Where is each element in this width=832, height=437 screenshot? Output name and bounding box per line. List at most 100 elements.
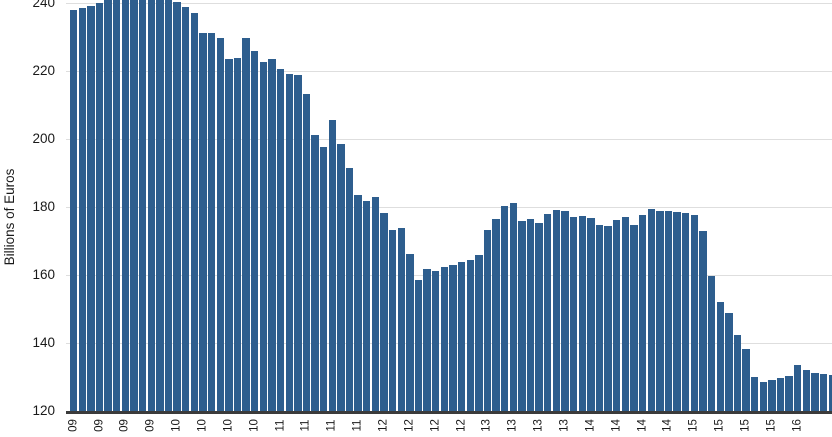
bar [319, 147, 328, 411]
bar [302, 94, 311, 411]
x-tick-label: 09 [118, 419, 131, 432]
bar [225, 59, 233, 411]
bar [190, 12, 199, 411]
x-tick-label: 11 [274, 419, 287, 432]
bar [406, 253, 414, 411]
bar [776, 378, 785, 411]
y-tick-label: 240 [32, 0, 55, 10]
x-tick-label: 14 [610, 419, 623, 432]
bar [78, 8, 86, 411]
bar [699, 231, 707, 411]
bar [164, 0, 173, 411]
bar [156, 0, 164, 411]
x-tick-label: 10 [170, 419, 183, 432]
bar [587, 217, 595, 411]
bar [604, 226, 612, 411]
bar [173, 2, 181, 411]
bar [630, 225, 638, 411]
bar [664, 211, 673, 411]
bar [242, 38, 250, 411]
x-tick-label: 14 [661, 419, 674, 432]
bar [733, 334, 742, 411]
x-tick-label: 11 [325, 419, 338, 432]
bar [828, 375, 832, 411]
bar [682, 213, 690, 411]
bar [259, 62, 268, 411]
bar [328, 119, 336, 411]
y-tick-label: 200 [32, 131, 55, 146]
bar [199, 32, 207, 411]
x-tick-label: 14 [636, 419, 649, 432]
bar [354, 195, 362, 411]
bar [647, 209, 655, 411]
x-tick-label: 12 [377, 419, 390, 432]
bar [621, 216, 630, 411]
bar [578, 215, 586, 411]
gridline [66, 206, 832, 208]
bar [819, 373, 828, 411]
bar [742, 349, 750, 411]
bar [690, 215, 699, 411]
gridline [66, 274, 832, 276]
bar [811, 372, 819, 411]
bar [535, 222, 543, 411]
bar [638, 215, 647, 411]
gridline [66, 138, 832, 140]
bar [380, 213, 388, 411]
x-tick-label: 13 [558, 419, 571, 432]
bar [138, 0, 147, 411]
bar [121, 0, 130, 411]
bar [475, 254, 483, 411]
y-tick-label: 140 [32, 335, 55, 350]
bar [182, 7, 190, 411]
x-tick-label: 11 [351, 419, 364, 432]
bar [285, 74, 293, 411]
bar [768, 380, 776, 411]
bar [759, 382, 767, 411]
bar [113, 0, 121, 411]
bar [716, 301, 724, 411]
bar [216, 38, 224, 411]
bar [509, 202, 517, 411]
x-tick-label: 13 [480, 419, 493, 432]
bar [87, 5, 95, 411]
bar [518, 220, 526, 411]
x-tick-label: 16 [791, 419, 804, 432]
bar [207, 32, 216, 411]
bar [466, 260, 474, 411]
bar [725, 313, 733, 411]
bar [423, 268, 431, 411]
gridline [66, 342, 832, 344]
x-tick-label: 13 [532, 419, 545, 432]
bar [294, 75, 302, 411]
bar [483, 230, 492, 411]
x-tick-label: 11 [299, 419, 312, 432]
bar [656, 211, 664, 411]
bar [785, 375, 793, 411]
bar [794, 365, 802, 411]
bar [492, 218, 500, 411]
x-tick-label: 12 [455, 419, 468, 432]
bar [251, 51, 259, 411]
bar [104, 0, 112, 411]
x-tick-label: 09 [144, 419, 157, 432]
bar [501, 205, 509, 411]
bar [750, 377, 759, 411]
x-tick-label: 15 [687, 419, 700, 432]
y-tick-label: 120 [32, 403, 55, 418]
x-tick-label: 13 [506, 419, 519, 432]
x-tick-label: 12 [429, 419, 442, 432]
bar [414, 280, 423, 411]
gridline [66, 2, 832, 4]
bar [147, 0, 155, 411]
gridline [66, 70, 832, 72]
x-tick-label: 15 [739, 419, 752, 432]
x-tick-label: 15 [765, 419, 778, 432]
bar [561, 211, 569, 411]
y-tick-label: 180 [32, 199, 55, 214]
bar [371, 196, 380, 411]
x-tick-label: 09 [67, 419, 80, 432]
y-tick-label: 220 [32, 63, 55, 78]
bar [595, 225, 604, 411]
x-tick-label: 10 [196, 419, 209, 432]
